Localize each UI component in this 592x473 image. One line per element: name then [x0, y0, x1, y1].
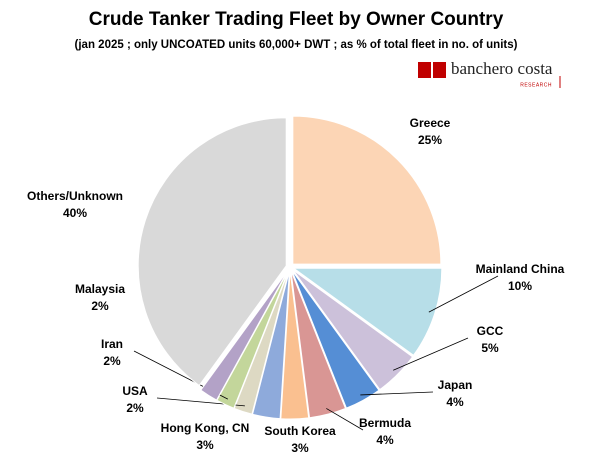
pie-slice [292, 269, 414, 391]
leader-line [428, 275, 499, 313]
logo-block [418, 62, 431, 78]
pie-slice [137, 117, 287, 387]
chart-title: Crude Tanker Trading Fleet by Owner Coun… [89, 9, 504, 30]
chart-subtitle: (jan 2025 ; only UNCOATED units 60,000+ … [75, 39, 518, 51]
slice-value: 2% [126, 401, 144, 415]
slice-value: 5% [481, 341, 499, 355]
pie-slice [290, 270, 347, 419]
slice-label: Japan [438, 378, 473, 392]
logo-sub: RESEARCH [520, 82, 552, 88]
slice-label: Hong Kong, CN [161, 421, 250, 435]
leader-line [393, 337, 469, 371]
logo: banchero costa RESEARCH [418, 59, 561, 88]
slice-value: 10% [508, 279, 532, 293]
leader-line [326, 408, 364, 431]
slice-label: Greece [410, 116, 451, 130]
pie-slice [216, 270, 289, 409]
slice-value: 3% [291, 441, 309, 455]
slice-label: Malaysia [75, 282, 125, 296]
pie-slice [200, 270, 289, 401]
slice-value: 4% [376, 433, 394, 447]
pie-slice [292, 115, 442, 265]
slice-label: Mainland China [476, 262, 565, 276]
slice-label: Iran [101, 337, 123, 351]
pie-slice [292, 267, 443, 356]
pie-slice [280, 270, 310, 420]
slice-value: 2% [91, 299, 109, 313]
logo-block [433, 62, 446, 78]
slice-label: South Korea [264, 424, 336, 438]
slice-value: 4% [446, 395, 464, 409]
leader-line [360, 391, 434, 396]
pie-slice [291, 270, 380, 409]
slice-label: Bermuda [359, 416, 411, 430]
slice-value: 2% [103, 354, 121, 368]
slice-value: 40% [63, 206, 87, 220]
slice-value: 25% [418, 133, 442, 147]
slice-value: 3% [196, 438, 214, 452]
pie-slice [251, 270, 290, 420]
slice-label: Others/Unknown [27, 189, 123, 203]
slice-label: GCC [477, 324, 504, 338]
slice-label: USA [122, 384, 148, 398]
logo-name: banchero costa [451, 59, 553, 78]
pie-slice [233, 270, 290, 415]
